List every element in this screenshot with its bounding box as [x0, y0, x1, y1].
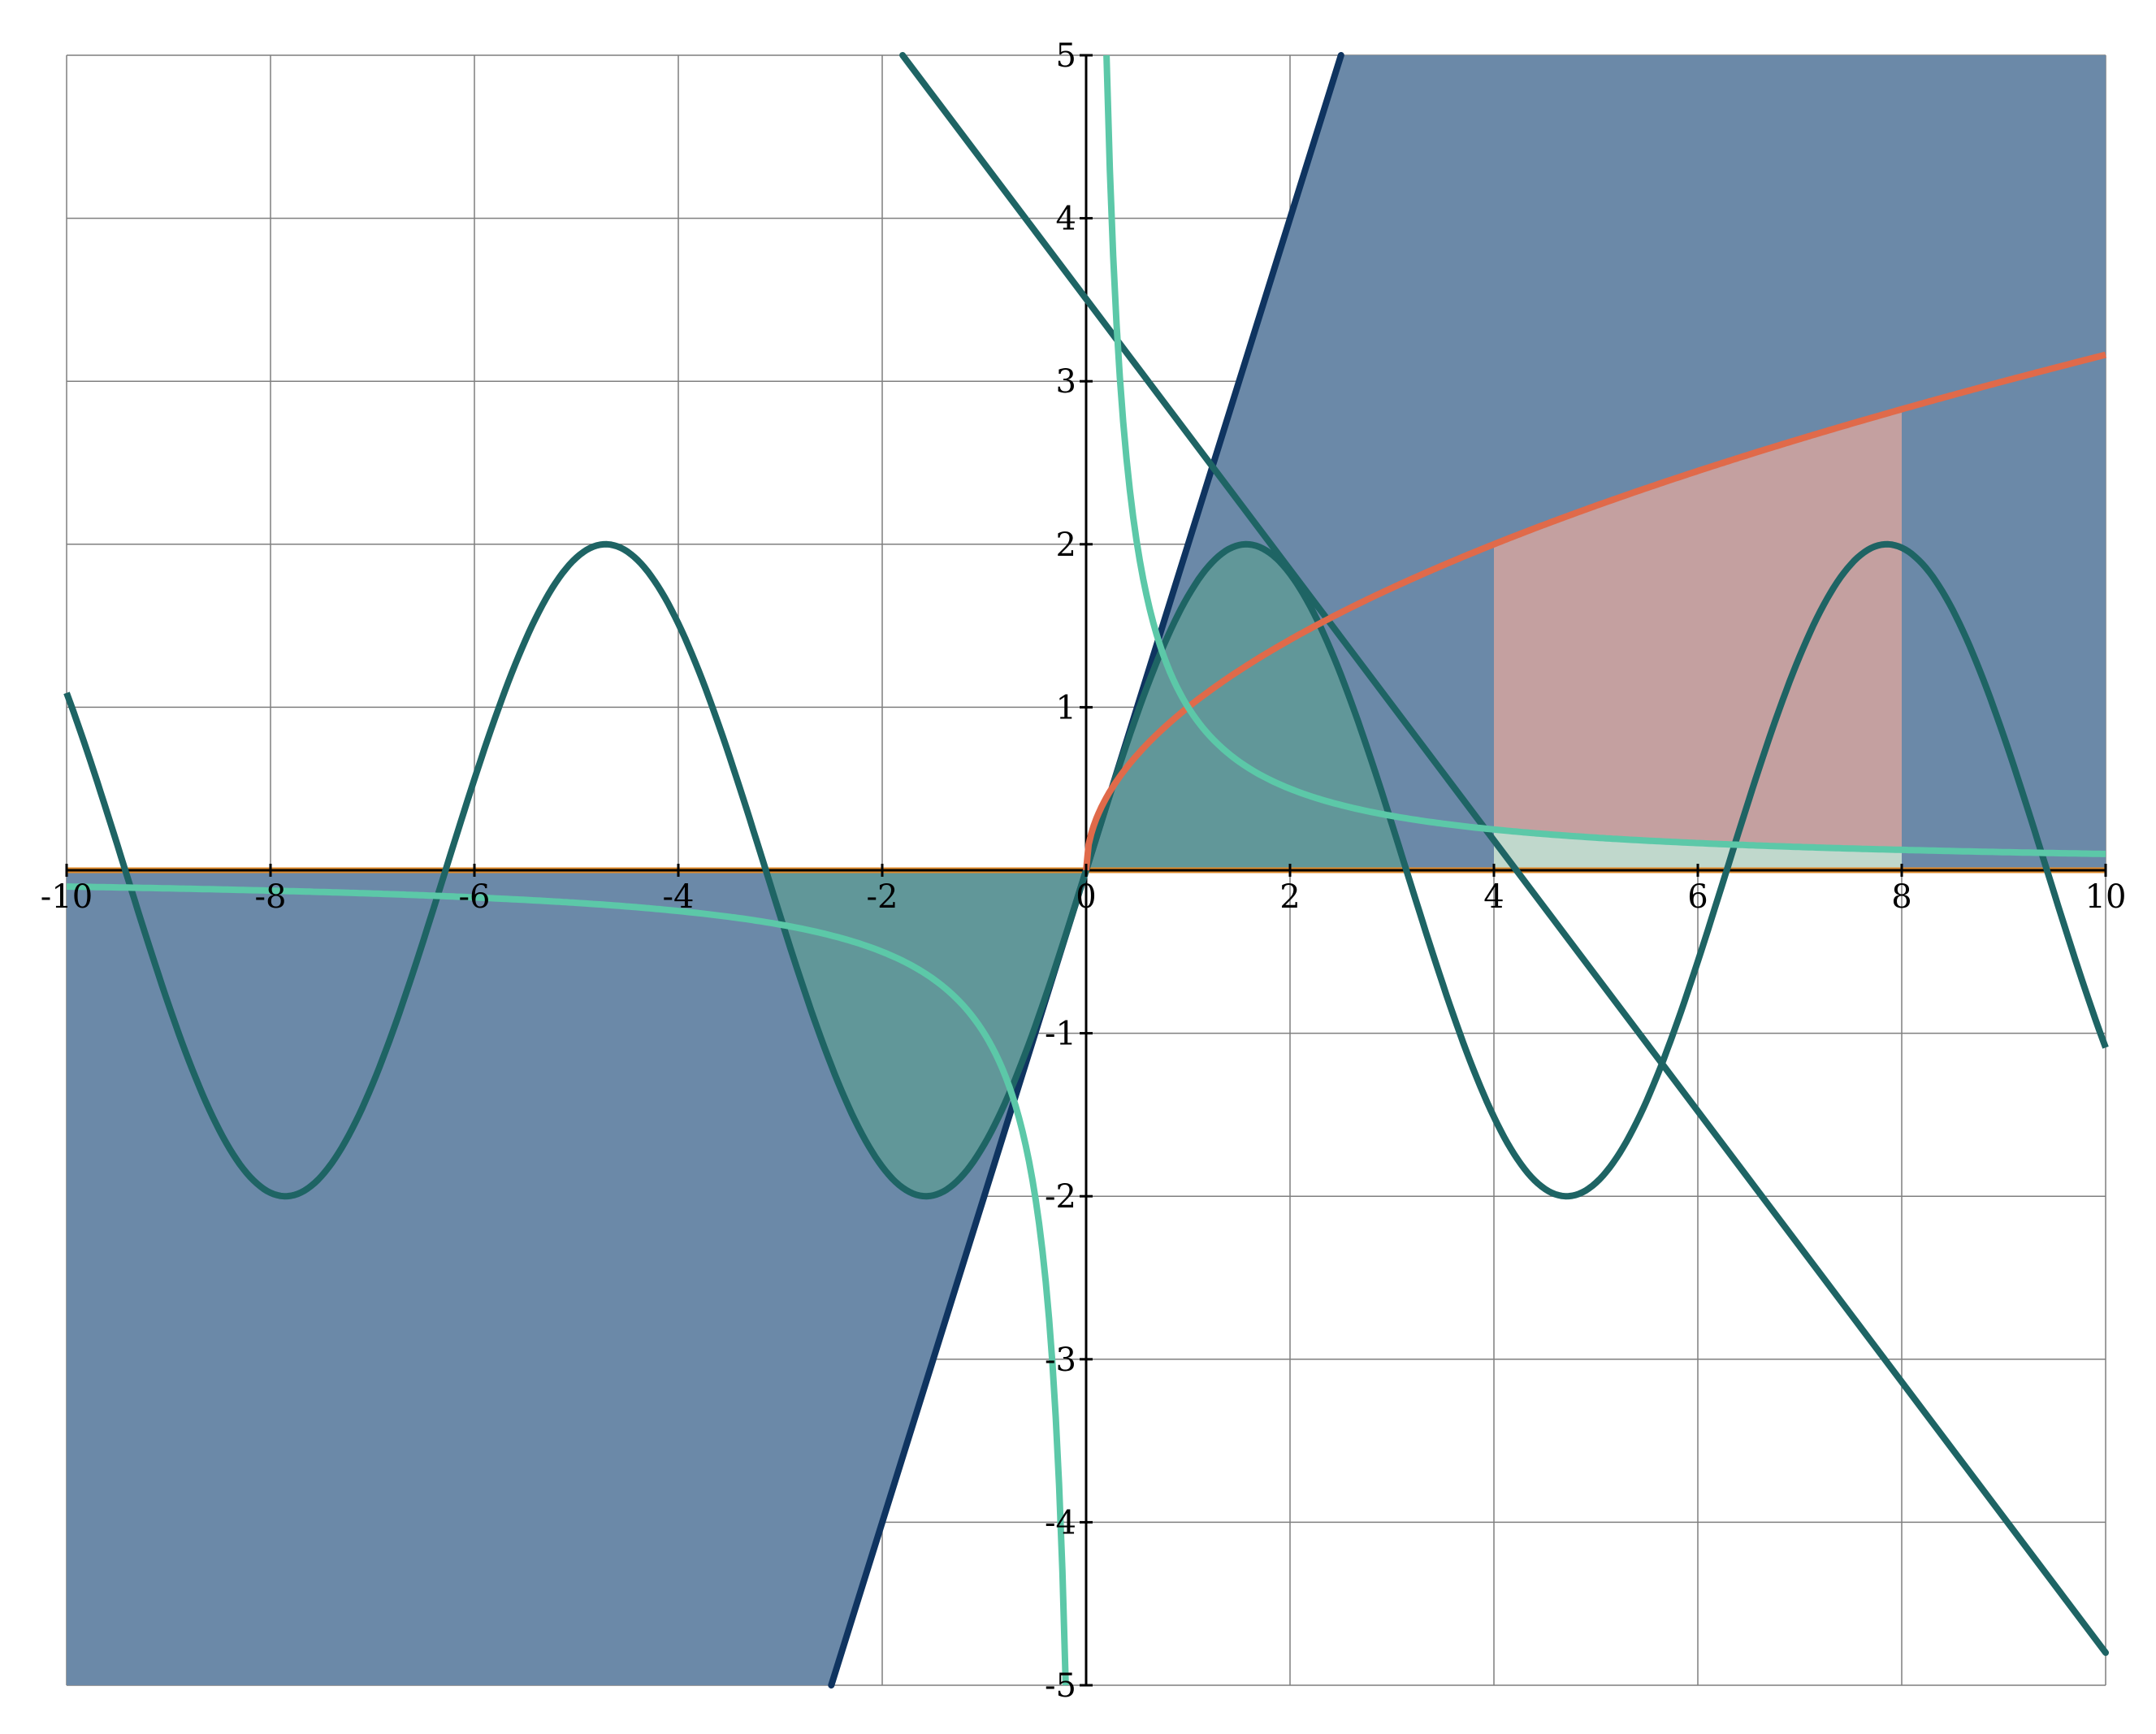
y-tick-label: -5 [1045, 1667, 1076, 1705]
y-ticks: -5 -4 -3 -2 -1 1 2 3 4 5 [1045, 37, 1093, 1705]
x-tick-label: -10 [41, 878, 93, 916]
y-tick-label: 3 [1056, 363, 1076, 401]
y-tick-label: -1 [1045, 1016, 1076, 1053]
x-tick-label: 6 [1687, 878, 1708, 916]
series-reciprocal-positive [1103, 54, 2106, 857]
y-tick-label: 2 [1056, 527, 1076, 564]
x-tick-label: -6 [459, 878, 491, 916]
x-tick-label: 10 [2085, 878, 2127, 916]
y-tick-label: 1 [1056, 689, 1076, 726]
y-tick-label: -4 [1045, 1504, 1076, 1541]
series-sqrt [1083, 351, 2106, 871]
series-reciprocal-negative [67, 883, 1069, 1686]
x-tick-label: 8 [1891, 878, 1911, 916]
x-tick-label: -8 [255, 878, 287, 916]
series-decline [899, 52, 2109, 1656]
y-tick-label: -3 [1045, 1342, 1076, 1379]
y-tick-label: 4 [1056, 201, 1076, 238]
y-tick-label: 5 [1056, 37, 1076, 75]
x-tick-label: 4 [1483, 878, 1504, 916]
x-tick-label: -2 [867, 878, 898, 916]
fill-region-sqrt [1494, 409, 1902, 871]
x-tick-label: 0 [1076, 878, 1096, 916]
x-ticks: -10 -8 -6 -4 -2 0 2 4 6 8 10 [41, 864, 2127, 916]
y-tick-label: -2 [1045, 1178, 1076, 1216]
x-tick-label: -4 [663, 878, 695, 916]
x-tick-label: 2 [1279, 878, 1300, 916]
curves [63, 52, 2109, 1688]
